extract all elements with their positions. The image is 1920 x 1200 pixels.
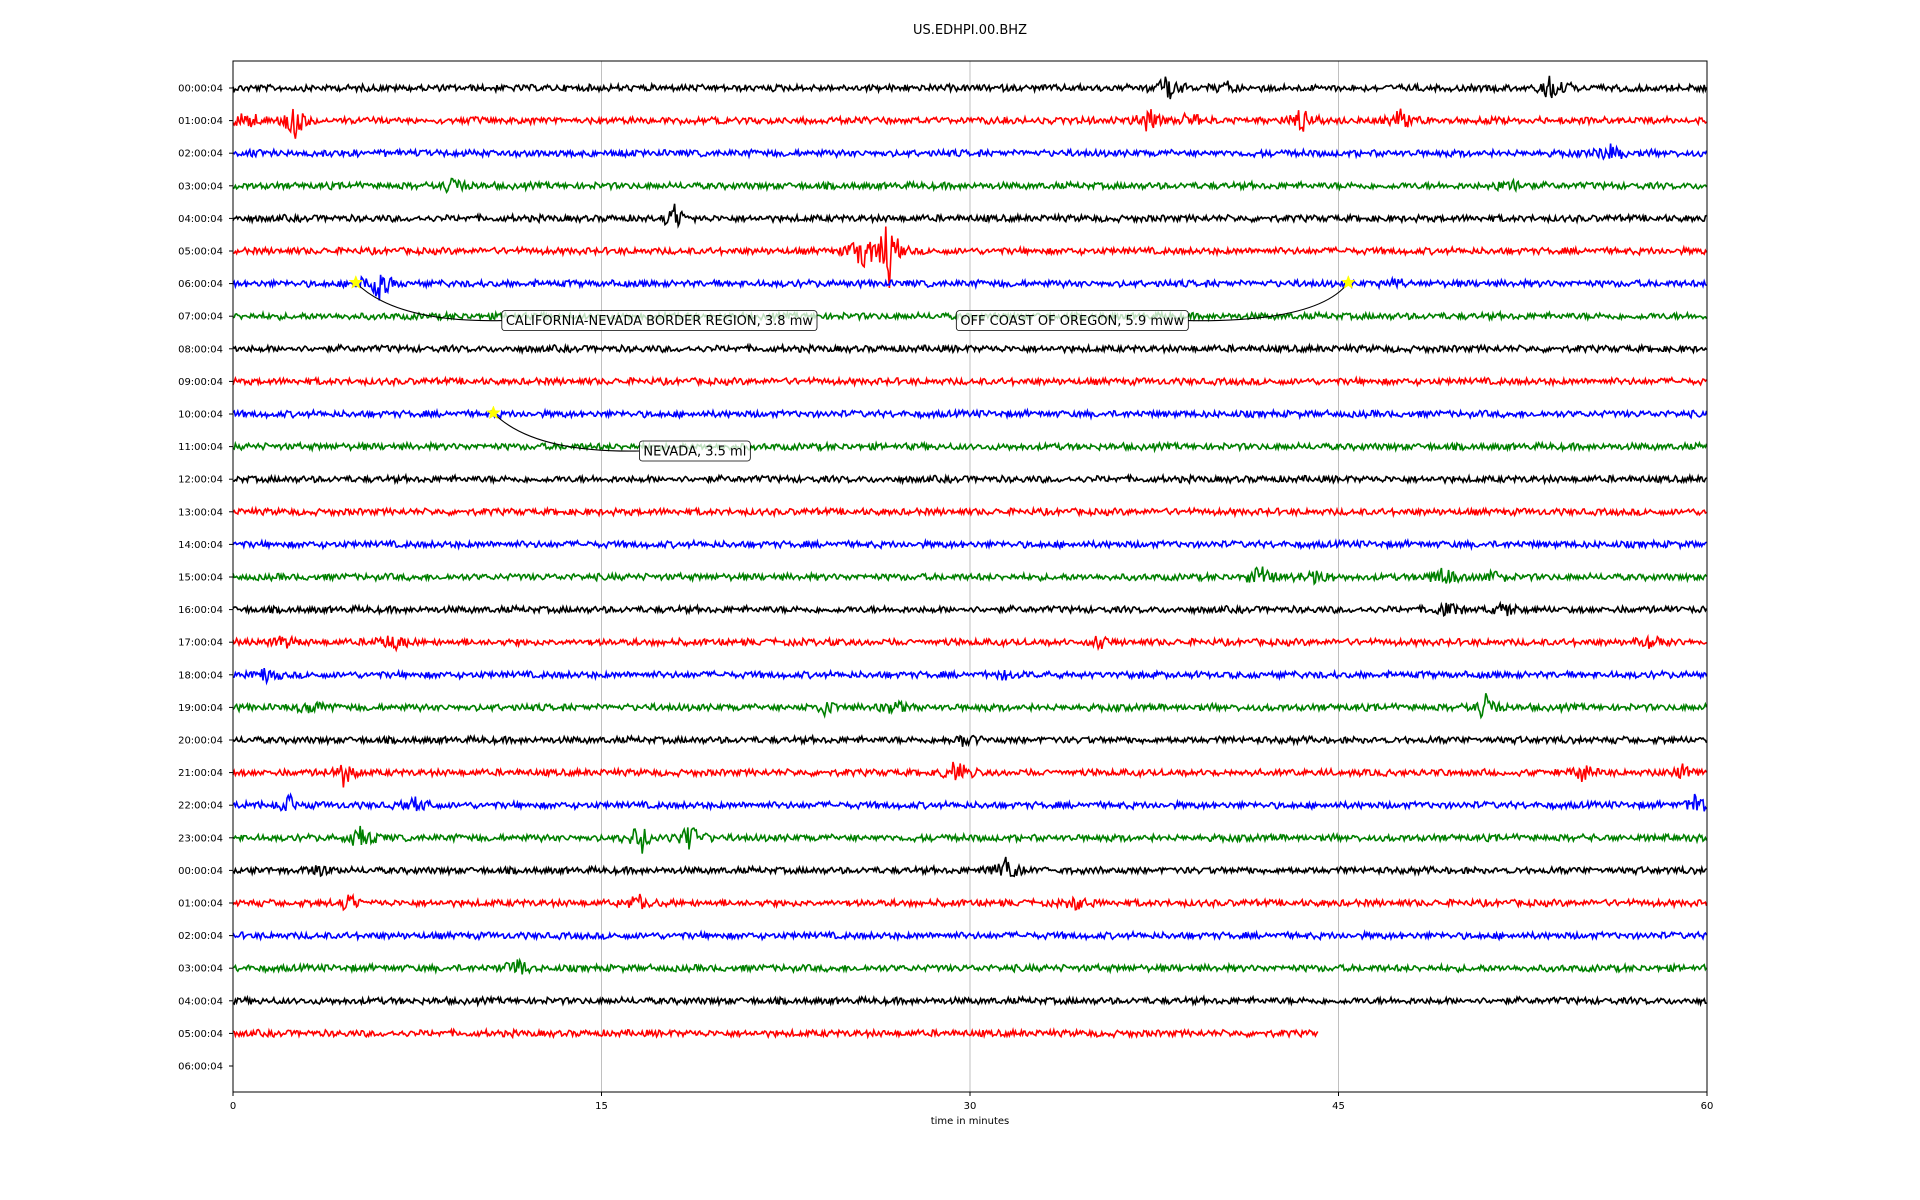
- row-label: 09:00:04: [178, 377, 223, 388]
- trace-line: [232, 733, 1708, 748]
- row-label: 12:00:04: [178, 475, 223, 486]
- event-star-marker: [348, 274, 364, 289]
- row-label: 22:00:04: [178, 801, 223, 812]
- trace-line: [232, 75, 1708, 100]
- row-label: 00:00:04: [178, 866, 223, 877]
- chart-title: US.EDHPI.00.BHZ: [913, 23, 1027, 38]
- x-tick-label: 0: [230, 1101, 236, 1112]
- trace-line: [232, 929, 1708, 942]
- x-tick-label: 45: [1332, 1101, 1345, 1112]
- trace-line: [232, 633, 1707, 653]
- trace-line: [232, 761, 1708, 788]
- row-label: 08:00:04: [178, 344, 223, 355]
- row-label: 05:00:04: [178, 1029, 223, 1040]
- row-label: 00:00:04: [178, 84, 223, 95]
- event-label: CALIFORNIA-NEVADA BORDER REGION, 3.8 mw: [506, 314, 814, 329]
- trace-line: [232, 600, 1708, 617]
- x-tick-group: 0 15 30 45 60: [230, 1092, 1714, 1112]
- event-label-box: [639, 440, 751, 462]
- x-tick-label: 60: [1701, 1101, 1714, 1112]
- row-label: 02:00:04: [178, 149, 223, 160]
- trace-line: [232, 856, 1707, 878]
- row-label: 16:00:04: [178, 605, 223, 616]
- trace-line: [232, 693, 1708, 720]
- trace-line: [232, 375, 1708, 388]
- row-label-group: 00:00:04 01:00:04 02:00:04 03:00:04 04:00:04…: [178, 84, 233, 1073]
- row-label: 19:00:04: [178, 703, 223, 714]
- row-label: 04:00:04: [178, 214, 223, 225]
- trace-line: [232, 342, 1708, 356]
- plot-frame: [232, 60, 1708, 1093]
- row-label: 01:00:04: [178, 116, 223, 127]
- row-label: 11:00:04: [178, 442, 223, 453]
- trace-line: [232, 472, 1708, 486]
- event-connector: [355, 282, 502, 322]
- row-label: 03:00:04: [178, 181, 223, 192]
- row-label: 06:00:04: [178, 279, 223, 290]
- trace-line: [232, 537, 1707, 552]
- row-label: 20:00:04: [178, 736, 223, 747]
- event-connector: [1188, 282, 1349, 322]
- row-label: 14:00:04: [178, 540, 223, 551]
- trace-line: [232, 226, 1708, 289]
- trace-line: [232, 177, 1708, 194]
- x-tick-label: 30: [964, 1101, 977, 1112]
- row-label: 06:00:04: [178, 1062, 223, 1073]
- trace-line: [232, 1026, 1319, 1040]
- trace-line: [232, 566, 1708, 586]
- row-label: 07:00:04: [178, 312, 223, 323]
- row-label: 15:00:04: [178, 573, 223, 584]
- row-label: 13:00:04: [178, 507, 223, 518]
- event-star-marker: [1341, 274, 1356, 289]
- row-label: 18:00:04: [178, 670, 223, 681]
- event-label-box: [501, 310, 818, 332]
- trace-line: [232, 274, 1707, 301]
- x-axis-label: time in minutes: [931, 1116, 1010, 1127]
- trace-line: [232, 892, 1708, 912]
- row-label: 05:00:04: [178, 247, 223, 258]
- event-star-marker: [486, 405, 501, 420]
- row-label: 23:00:04: [178, 833, 223, 844]
- event-connector: [493, 412, 640, 452]
- trace-line: [232, 957, 1708, 975]
- row-label: 02:00:04: [178, 931, 223, 942]
- trace-line: [232, 143, 1708, 161]
- trace-line: [232, 792, 1708, 812]
- event-annotation-group: CALIFORNIA-NEVADA BORDER REGION, 3.8 mw O…: [348, 274, 1356, 462]
- row-label: 21:00:04: [178, 768, 223, 779]
- row-label: 10:00:04: [178, 410, 223, 421]
- trace-line: [232, 505, 1708, 519]
- trace-line: [232, 667, 1708, 686]
- trace-line: [232, 108, 1708, 139]
- row-label: 03:00:04: [178, 964, 223, 975]
- row-label: 01:00:04: [178, 899, 223, 910]
- row-label: 17:00:04: [178, 638, 223, 649]
- trace-line: [232, 407, 1708, 421]
- trace-line: [232, 203, 1707, 229]
- x-tick-label: 15: [595, 1101, 608, 1112]
- trace-line: [232, 994, 1707, 1008]
- row-label: 04:00:04: [178, 996, 223, 1007]
- event-label: OFF COAST OF OREGON, 5.9 mww: [960, 314, 1184, 329]
- trace-line: [232, 825, 1708, 854]
- event-label-box: [955, 310, 1189, 332]
- trace-line: [232, 440, 1708, 454]
- event-label: NEVADA, 3.5 ml: [643, 445, 746, 460]
- trace-group: [232, 75, 1708, 1040]
